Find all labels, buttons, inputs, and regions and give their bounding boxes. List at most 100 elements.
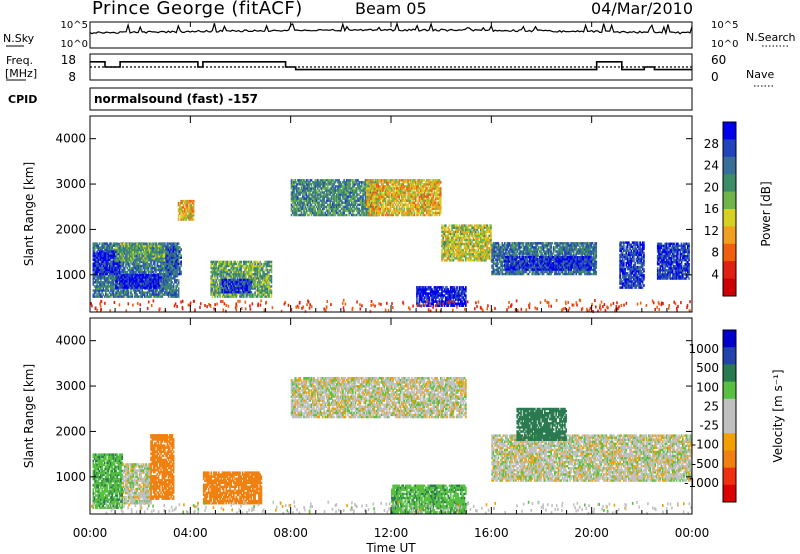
power-cell xyxy=(355,213,358,217)
power-cell xyxy=(108,272,111,276)
power-cell xyxy=(98,262,101,265)
cpid-label: CPID xyxy=(8,93,37,106)
power-cell xyxy=(180,264,182,268)
power-cell xyxy=(108,258,111,261)
power-cell xyxy=(116,272,118,276)
power-cell xyxy=(171,281,174,284)
power-cell xyxy=(172,283,175,286)
power-cell xyxy=(159,286,161,289)
power-cell xyxy=(133,242,136,246)
power-cell xyxy=(308,213,310,217)
power-cell xyxy=(310,213,313,217)
nsearch-label: N.Search xyxy=(746,31,796,44)
power-cell xyxy=(368,189,371,192)
power-cell xyxy=(240,266,243,270)
power-cell xyxy=(192,218,195,221)
power-cell xyxy=(250,284,253,288)
freq-label-1: Freq. xyxy=(6,54,33,67)
power-cell xyxy=(327,185,329,188)
power-cell xyxy=(369,209,372,213)
power-cell xyxy=(368,203,371,207)
power-cell xyxy=(192,212,195,215)
power-cell xyxy=(180,254,182,257)
cpid-text: normalsound (fast) -157 xyxy=(94,92,258,106)
power-cell xyxy=(397,213,399,217)
power-cell xyxy=(239,290,241,294)
power-cell xyxy=(138,284,141,287)
power-cell xyxy=(117,244,120,248)
power-cell xyxy=(230,260,233,264)
power-cell xyxy=(167,246,170,249)
power-cell xyxy=(334,213,337,217)
power-cell xyxy=(177,283,180,286)
power-cell xyxy=(270,285,273,288)
power-cell xyxy=(192,202,195,205)
power-cell xyxy=(270,289,273,292)
nsky-panel: 10^5 10^0 10^5 10^0 N.Sky N.Search xyxy=(3,20,796,50)
power-cell xyxy=(159,274,161,277)
power-cell xyxy=(180,270,182,274)
nave-label: Nave xyxy=(746,68,774,81)
power-cell xyxy=(298,187,300,190)
power-cell xyxy=(131,293,134,296)
power-cell xyxy=(254,291,256,294)
power-cell xyxy=(96,272,98,276)
power-cell xyxy=(355,189,358,192)
power-cell xyxy=(300,209,303,213)
nsky-right-tick-top: 10^5 xyxy=(711,20,738,31)
power-cell xyxy=(270,291,273,294)
beam-title: Beam 05 xyxy=(355,0,427,18)
power-cell xyxy=(180,272,182,276)
power-cell xyxy=(177,216,180,219)
power-cell xyxy=(151,248,154,252)
power-cell xyxy=(180,248,182,251)
power-cell xyxy=(155,242,157,246)
power-cell xyxy=(345,213,348,217)
power-cell xyxy=(367,199,369,202)
freq-left-tick-top: 18 xyxy=(61,53,76,67)
power-cell xyxy=(106,272,108,276)
power-cell xyxy=(256,260,259,264)
nave-right-tick-top: 60 xyxy=(711,53,726,67)
power-cell xyxy=(250,290,253,294)
station-title: Prince George (fitACF) xyxy=(92,0,303,19)
date-title: 04/Mar/2010 xyxy=(591,0,693,18)
power-cell xyxy=(382,213,384,217)
power-cell xyxy=(379,199,382,202)
power-cell xyxy=(180,260,182,263)
power-cell xyxy=(128,262,131,266)
nsky-right-tick-bottom: 10^0 xyxy=(711,39,738,50)
power-cell xyxy=(160,284,162,287)
nsky-left-tick-bottom: 10^0 xyxy=(61,39,88,50)
power-cell xyxy=(407,203,409,207)
power-cell xyxy=(250,278,253,282)
power-cell xyxy=(116,282,118,285)
power-cell xyxy=(127,289,130,292)
power-cell xyxy=(177,258,180,261)
power-cell xyxy=(177,242,180,245)
power-cell xyxy=(250,260,253,264)
power-heatmap-cells xyxy=(90,179,691,313)
power-cell xyxy=(392,213,394,217)
power-cell xyxy=(270,262,273,266)
power-cell xyxy=(123,266,126,270)
freq-left-tick-bottom: 8 xyxy=(68,70,76,84)
power-cell xyxy=(304,213,307,217)
power-cell xyxy=(107,287,110,290)
nsky-left-tick-top: 10^5 xyxy=(61,20,88,31)
power-cell xyxy=(222,273,225,276)
power-cell xyxy=(192,206,195,209)
power-cell xyxy=(378,213,381,217)
nave-right-tick-bottom: 0 xyxy=(711,70,719,84)
power-cell xyxy=(270,275,273,278)
power-cell xyxy=(160,276,162,279)
power-cell xyxy=(147,244,150,248)
nsky-label: N.Sky xyxy=(3,32,35,45)
power-cell xyxy=(123,242,126,246)
power-cell xyxy=(147,266,150,270)
power-cell xyxy=(322,209,324,213)
power-cell xyxy=(270,266,273,270)
power-cell xyxy=(118,268,121,272)
power-cell xyxy=(154,262,156,266)
